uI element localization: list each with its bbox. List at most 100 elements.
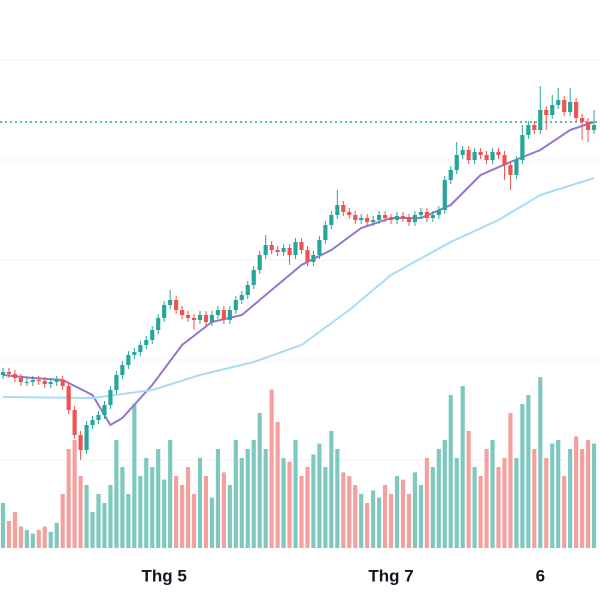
candle-body [323, 225, 328, 240]
volume-bar [496, 467, 501, 548]
candle-body [275, 250, 280, 252]
volume-bar [144, 458, 149, 548]
volume-bar [329, 431, 334, 548]
volume-bar [227, 485, 232, 548]
volume-bar [162, 479, 167, 548]
candle-body [562, 100, 567, 112]
candle-body [388, 218, 394, 220]
volume-bar [221, 472, 226, 548]
volume-bar [168, 440, 173, 548]
candle-body [42, 381, 47, 384]
volume-bar [335, 449, 340, 548]
volume-bar [150, 467, 155, 548]
volume-bar [317, 443, 322, 548]
candle-body [90, 420, 95, 425]
candle-body [66, 386, 71, 410]
candle-body [185, 315, 191, 318]
volume-bar [96, 494, 101, 548]
volume-bar [251, 440, 256, 548]
candle-body [209, 315, 215, 322]
candle-body [203, 315, 209, 322]
candle-body [359, 218, 364, 220]
volume-bar [120, 467, 125, 548]
candle-body [120, 365, 125, 375]
volume-bar [293, 440, 298, 548]
volume-bar [102, 503, 107, 548]
volume-bar [388, 494, 394, 548]
candle-body [72, 410, 77, 435]
volume-bar [60, 494, 65, 548]
candle-body [138, 345, 143, 352]
moving-average-line [2, 121, 595, 427]
candle-body [412, 215, 418, 222]
candle-body [460, 150, 465, 155]
volume-bar [472, 467, 477, 548]
volume-bar [353, 485, 358, 548]
volume-bar [66, 449, 71, 548]
volume-bar [24, 530, 29, 548]
candle-body [78, 435, 83, 450]
volume-bar [84, 485, 89, 548]
volume-bar [520, 404, 525, 548]
volume-bar [209, 497, 215, 548]
candle-body [287, 248, 292, 255]
candle-body [18, 378, 23, 382]
candle-body [305, 250, 310, 262]
volume-bar [406, 494, 412, 548]
volume-bar [466, 431, 471, 548]
x-tick-label: Thg 7 [368, 566, 413, 585]
candle-body [168, 300, 173, 305]
volume-bar [299, 476, 304, 548]
volume-bar [245, 449, 250, 548]
volume-bar [484, 449, 489, 548]
candle-body [394, 216, 400, 220]
candle-body [526, 125, 531, 135]
volume-bar [448, 395, 453, 548]
volume-bar [6, 521, 12, 548]
candle-body [574, 102, 579, 118]
volume-bar [365, 503, 370, 548]
volume-bar [48, 531, 53, 548]
candle-body [454, 155, 459, 170]
volume-bar [412, 472, 418, 548]
candle-body [180, 310, 185, 315]
candle-body [568, 102, 573, 112]
candle-body [281, 248, 286, 252]
volume-bar [287, 461, 292, 548]
volume-bar [359, 494, 364, 548]
volume-bar [239, 458, 244, 548]
candle-body [30, 380, 35, 382]
volume-bar [174, 476, 179, 548]
volume-bar [180, 485, 185, 548]
candle-body [60, 380, 65, 386]
candle-body [430, 215, 435, 218]
candle-body [144, 340, 149, 345]
volume-bar [430, 467, 435, 548]
volume-bar [377, 497, 382, 548]
volume-bar [257, 413, 262, 548]
candle-body [490, 152, 495, 160]
volume-bar [454, 458, 459, 548]
volume-bar [18, 526, 23, 548]
volume-bar [36, 530, 41, 548]
candle-body [353, 215, 358, 220]
candle-body [162, 305, 167, 318]
volume-bar [418, 485, 423, 548]
candle-body [484, 155, 489, 160]
candle-body [591, 125, 597, 130]
candle-body [239, 295, 244, 300]
candle-body [580, 118, 585, 122]
volume-bar [568, 449, 573, 548]
volume-bar [562, 476, 567, 548]
candle-body [126, 355, 131, 365]
volume-bar [442, 440, 447, 548]
candle-body [6, 372, 12, 374]
volume-bar [460, 386, 465, 548]
candle-body [472, 152, 477, 160]
volume-bar [526, 395, 531, 548]
candle-body [406, 218, 412, 222]
candle-body [532, 125, 537, 130]
volume-bar [574, 436, 579, 548]
volume-bar [538, 377, 543, 548]
